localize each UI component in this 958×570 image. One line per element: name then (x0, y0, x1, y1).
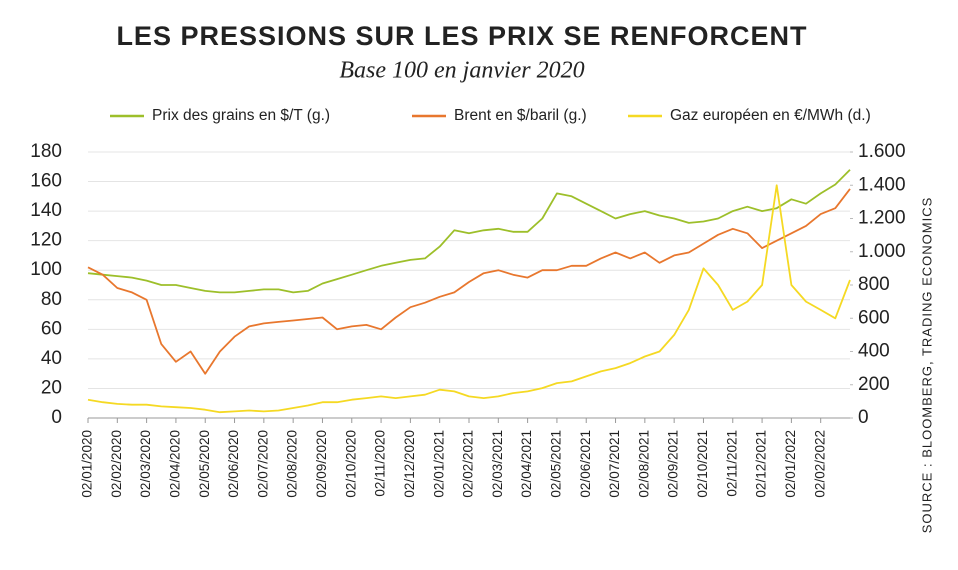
y-tick-label: 20 (41, 377, 62, 398)
y-tick-label: 0 (51, 407, 62, 428)
y-tick-label: 160 (30, 171, 62, 192)
y2-tick-label: 200 (858, 374, 890, 395)
x-tick-label: 02/12/2021 (754, 430, 769, 498)
y2-tick-label: 1.400 (858, 174, 906, 195)
source: SOURCE : BLOOMBERG, TRADING ECONOMICS (919, 197, 934, 534)
x-tick-label: 02/05/2020 (197, 430, 212, 498)
legend-label: Prix des grains en $/T (g.) (152, 107, 330, 124)
y2-tick-label: 0 (858, 407, 869, 428)
x-tick-label: 02/01/2020 (80, 430, 95, 498)
x-tick-label: 02/10/2021 (695, 430, 710, 498)
x-tick-label: 02/08/2020 (285, 430, 300, 498)
chart-title: LES PRESSIONS SUR LES PRIX SE RENFORCENT (116, 21, 807, 51)
y2-tick-label: 800 (858, 274, 890, 295)
series-line (87, 188, 851, 375)
x-tick-label: 02/06/2020 (226, 430, 241, 498)
y-tick-label: 40 (41, 348, 62, 369)
series-line (87, 169, 851, 294)
x-tick-label: 02/01/2021 (431, 430, 446, 498)
x-tick-label: 02/07/2020 (255, 430, 270, 498)
x-tick-label: 02/06/2021 (578, 430, 593, 498)
x-tick-label: 02/02/2022 (812, 430, 827, 498)
y2-tick-label: 400 (858, 341, 890, 362)
x-tick-label: 02/02/2021 (461, 430, 476, 498)
x-tick-label: 02/01/2022 (783, 430, 798, 498)
x-tick-label: 02/07/2021 (607, 430, 622, 498)
y2-tick-label: 1.600 (858, 141, 906, 162)
x-tick-label: 02/12/2020 (402, 430, 417, 498)
x-tick-label: 02/03/2020 (138, 430, 153, 498)
x-tick-label: 02/09/2020 (314, 430, 329, 498)
chart-subtitle: Base 100 en janvier 2020 (339, 58, 584, 84)
x-tick-label: 02/09/2021 (666, 430, 681, 498)
y-tick-label: 60 (41, 318, 62, 339)
series-line (87, 184, 851, 414)
y-tick-label: 80 (41, 289, 62, 310)
x-tick-label: 02/08/2021 (636, 430, 651, 498)
y2-tick-label: 600 (858, 307, 890, 328)
y-tick-label: 140 (30, 200, 62, 221)
x-tick-label: 02/04/2020 (167, 430, 182, 498)
legend-label: Brent en $/baril (g.) (454, 107, 587, 124)
x-tick-label: 02/10/2020 (343, 430, 358, 498)
x-tick-label: 02/04/2021 (519, 430, 534, 498)
y-tick-label: 100 (30, 259, 62, 280)
y2-tick-label: 1.200 (858, 208, 906, 229)
x-tick-label: 02/11/2020 (373, 430, 388, 497)
x-tick-label: 02/05/2021 (548, 430, 563, 498)
legend-label: Gaz européen en €/MWh (d.) (670, 107, 871, 124)
y-tick-label: 180 (30, 141, 62, 162)
x-tick-label: 02/03/2021 (490, 430, 505, 498)
y-tick-label: 120 (30, 230, 62, 251)
x-tick-label: 02/02/2020 (109, 430, 124, 498)
x-tick-label: 02/11/2021 (724, 430, 739, 497)
y2-tick-label: 1.000 (858, 241, 906, 262)
